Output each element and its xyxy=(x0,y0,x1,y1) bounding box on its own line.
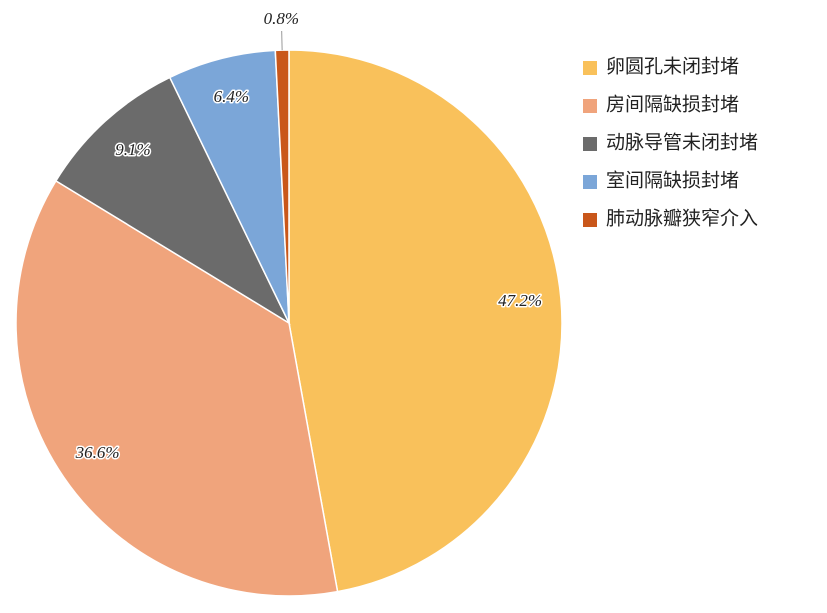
legend-label: 室间隔缺损封堵 xyxy=(606,169,739,191)
legend-label: 卵圆孔未闭封堵 xyxy=(606,55,739,77)
legend-swatch xyxy=(583,175,597,189)
legend-swatch xyxy=(583,137,597,151)
value-label: 6.4% xyxy=(214,87,249,106)
legend-label: 动脉导管未闭封堵 xyxy=(606,131,758,153)
value-label: 0.8% xyxy=(264,9,299,28)
legend-swatch xyxy=(583,213,597,227)
legend-swatch xyxy=(583,99,597,113)
legend-swatch xyxy=(583,61,597,75)
pie-slice xyxy=(54,76,291,325)
value-label: 47.2% xyxy=(498,291,542,310)
legend-label: 肺动脉瓣狭窄介入 xyxy=(606,207,758,229)
value-label: 36.6% xyxy=(75,443,120,462)
pie-slice xyxy=(15,179,339,597)
value-label: 9.1% xyxy=(115,140,150,159)
legend-label: 房间隔缺损封堵 xyxy=(606,93,739,115)
pie-slice xyxy=(288,49,563,593)
